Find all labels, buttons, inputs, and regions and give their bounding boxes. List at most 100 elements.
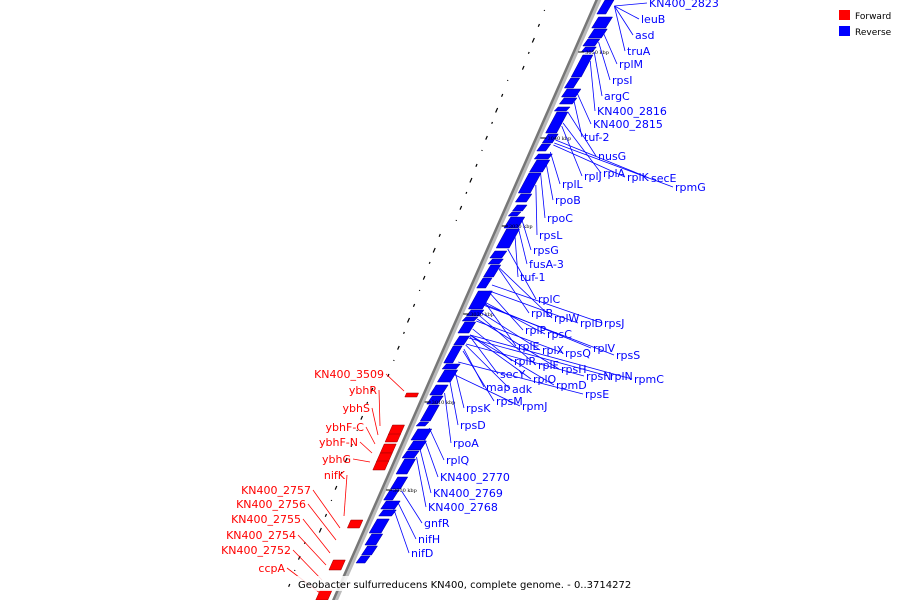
reverse-gene-label[interactable]: rpoB bbox=[555, 194, 581, 207]
reverse-label-leader bbox=[507, 248, 537, 300]
reverse-gene-label[interactable]: map bbox=[486, 381, 510, 394]
reverse-gene-label[interactable]: rpsI bbox=[612, 74, 632, 87]
reverse-gene-label[interactable]: rpsC bbox=[547, 328, 572, 341]
forward-gene-block bbox=[375, 452, 393, 463]
reverse-gene-label[interactable]: rplP bbox=[525, 324, 547, 337]
reverse-gene-label[interactable]: KN400_2815 bbox=[593, 118, 663, 131]
reverse-gene-label[interactable]: rplO bbox=[533, 373, 557, 386]
label-leaders bbox=[286, 2, 674, 594]
reverse-gene-label[interactable]: tuf-2 bbox=[584, 131, 610, 144]
reverse-gene-label[interactable]: KN400_2770 bbox=[440, 471, 510, 484]
reverse-gene-label[interactable]: rplR bbox=[514, 355, 537, 368]
reverse-gene-label[interactable]: rplV bbox=[593, 342, 616, 355]
gc-dash bbox=[324, 513, 328, 517]
map-caption: Geobacter sulfurreducens KN400, complete… bbox=[298, 580, 631, 591]
reverse-gene-label[interactable]: rpsK bbox=[466, 402, 491, 415]
reverse-gene-label[interactable]: rpmD bbox=[556, 379, 587, 392]
reverse-label-leader bbox=[549, 151, 561, 185]
reverse-gene-label[interactable]: rplK bbox=[627, 171, 650, 184]
reverse-gene-label[interactable]: rplW bbox=[554, 312, 580, 325]
reverse-gene-label[interactable]: rpsJ bbox=[604, 317, 624, 330]
reverse-gene-label[interactable]: rplA bbox=[603, 167, 626, 180]
reverse-gene-label[interactable]: rplJ bbox=[584, 170, 602, 183]
gc-dash bbox=[412, 303, 416, 307]
reverse-gene-label[interactable]: leuB bbox=[641, 13, 665, 26]
reverse-gene-label[interactable]: tuf-1 bbox=[520, 271, 546, 284]
reverse-gene-label[interactable]: rpsL bbox=[539, 229, 563, 242]
reverse-gene-block bbox=[395, 458, 417, 475]
reverse-gene-label[interactable]: KN400_2768 bbox=[428, 501, 498, 514]
forward-label-leader bbox=[365, 426, 376, 445]
reverse-label-leader bbox=[535, 184, 538, 236]
reverse-gene-label[interactable]: rplD bbox=[580, 317, 603, 330]
reverse-gene-label[interactable]: rpsD bbox=[460, 419, 486, 432]
legend-label-forward: Forward bbox=[855, 12, 891, 22]
reverse-gene-label[interactable]: rplL bbox=[562, 178, 584, 191]
reverse-gene-label[interactable]: rpsQ bbox=[565, 347, 591, 360]
reverse-gene-label[interactable]: rpsE bbox=[585, 388, 609, 401]
reverse-gene-label[interactable]: KN400_2769 bbox=[433, 487, 503, 500]
reverse-gene-label[interactable]: truA bbox=[627, 45, 651, 58]
forward-label-leader bbox=[312, 489, 341, 529]
reverse-gene-block bbox=[415, 421, 430, 427]
reverse-label-leader bbox=[479, 311, 541, 351]
forward-gene-label[interactable]: KN400_2752 bbox=[221, 544, 291, 557]
reverse-gene-label[interactable]: KN400_2816 bbox=[597, 105, 667, 118]
reverse-gene-label[interactable]: rplM bbox=[619, 58, 643, 71]
gc-dash bbox=[370, 387, 374, 393]
reverse-label-leader bbox=[469, 334, 633, 380]
forward-gene-label[interactable]: ybhR bbox=[349, 384, 377, 397]
reverse-gene-label[interactable]: rpoA bbox=[453, 437, 479, 450]
reverse-gene-label[interactable]: fusA-3 bbox=[529, 258, 564, 271]
reverse-gene-label[interactable]: rpsH bbox=[561, 363, 587, 376]
reverse-gene-label[interactable]: KN400_2823 bbox=[649, 0, 719, 10]
forward-gene-label[interactable]: ybhF-N bbox=[319, 436, 358, 449]
reverse-label-leader bbox=[396, 500, 417, 540]
reverse-gene-label[interactable]: rplX bbox=[542, 344, 565, 357]
forward-gene-label[interactable]: nifK bbox=[324, 469, 346, 482]
reverse-gene-label[interactable]: rpmC bbox=[634, 373, 664, 386]
reverse-gene-block bbox=[383, 489, 400, 501]
reverse-gene-label[interactable]: adk bbox=[512, 383, 533, 396]
reverse-gene-label[interactable]: rplN bbox=[610, 370, 633, 383]
reverse-gene-label[interactable]: asd bbox=[635, 29, 654, 42]
reverse-gene-label[interactable]: rpsS bbox=[616, 349, 640, 362]
forward-gene-label[interactable]: KN400_3509 bbox=[314, 368, 384, 381]
reverse-gene-block bbox=[489, 250, 508, 259]
forward-gene-label[interactable]: ybhS bbox=[343, 402, 370, 415]
reverse-gene-label[interactable]: gnfR bbox=[424, 517, 450, 530]
reverse-gene-label[interactable]: argC bbox=[604, 90, 630, 103]
reverse-gene-label[interactable]: rpsM bbox=[496, 395, 523, 408]
reverse-gene-label[interactable]: rplC bbox=[538, 293, 561, 306]
reverse-gene-label[interactable]: rplE bbox=[518, 340, 540, 353]
reverse-gene-label[interactable]: nifD bbox=[411, 547, 433, 560]
reverse-gene-label[interactable]: rplQ bbox=[446, 454, 470, 467]
reverse-gene-block bbox=[533, 153, 553, 160]
reverse-gene-label[interactable]: rpmG bbox=[675, 181, 706, 194]
gc-dash bbox=[521, 65, 525, 70]
reverse-gene-label[interactable]: rpsG bbox=[533, 244, 559, 257]
reverse-label-leader bbox=[428, 427, 445, 461]
forward-gene-label[interactable]: KN400_2757 bbox=[241, 484, 311, 497]
forward-gene-label[interactable]: KN400_2756 bbox=[236, 498, 306, 511]
reverse-gene-label[interactable]: secY bbox=[500, 368, 526, 381]
forward-gene-label[interactable]: ybhG bbox=[322, 453, 351, 466]
forward-gene-label[interactable]: ccpA bbox=[258, 562, 285, 575]
forward-gene-label[interactable]: ybhF-C bbox=[326, 421, 365, 434]
reverse-label-leader bbox=[393, 508, 410, 554]
reverse-gene-label[interactable]: rplF bbox=[538, 359, 559, 372]
gc-dash bbox=[537, 23, 541, 27]
reverse-gene-block bbox=[441, 363, 461, 370]
reverse-gene-label[interactable]: secE bbox=[651, 172, 677, 185]
forward-gene-label[interactable]: KN400_2754 bbox=[226, 529, 296, 542]
reverse-gene-label[interactable]: rplB bbox=[531, 307, 553, 320]
reverse-gene-block bbox=[582, 38, 601, 47]
forward-gene-label[interactable]: KN400_2755 bbox=[231, 513, 301, 526]
reverse-gene-label[interactable]: rpmJ bbox=[522, 400, 547, 413]
reverse-gene-label[interactable]: nusG bbox=[598, 150, 626, 163]
reverse-gene-label[interactable]: rpsN bbox=[586, 370, 611, 383]
reverse-gene-label[interactable]: nifH bbox=[418, 533, 440, 546]
reverse-gene-block bbox=[507, 211, 522, 217]
reverse-gene-label[interactable]: rpoC bbox=[547, 212, 573, 225]
